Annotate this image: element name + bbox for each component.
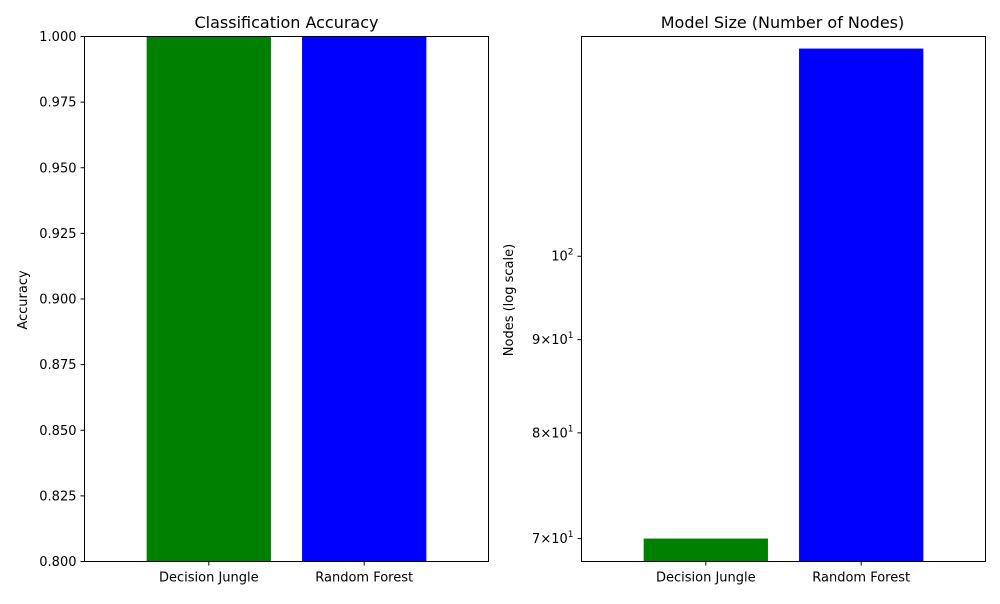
- accuracy-axes-frame: [84, 36, 489, 562]
- accuracy-y-tick-label-3: 0.875: [39, 358, 76, 373]
- model-size-y-tick-base: 10: [551, 426, 568, 441]
- accuracy-y-tick-label-6: 0.950: [39, 161, 76, 176]
- model-size-y-tick-base: 10: [551, 532, 568, 547]
- accuracy-y-tick-label-8: 1.000: [39, 30, 76, 45]
- model-size-y-tick-times: ×: [540, 532, 551, 547]
- accuracy-y-tick-label-2: 0.850: [39, 424, 76, 439]
- model-size-x-tick-label-0: Decision Jungle: [656, 571, 756, 586]
- model-size-y-tick-label-2: 9×101: [532, 331, 573, 348]
- accuracy-y-axis-label: Accuracy: [16, 270, 31, 330]
- accuracy-y-tick-label-4: 0.900: [39, 293, 76, 308]
- model-size-y-tick-exponent: 1: [568, 530, 574, 540]
- model-size-chart-title: Model Size (Number of Nodes): [661, 13, 905, 32]
- model-size-y-tick-label-0: 7×101: [532, 530, 573, 547]
- accuracy-bars: [146, 36, 427, 562]
- model-size-bars: [643, 48, 924, 562]
- accuracy-bar-1: [302, 36, 427, 562]
- model-size-x-tick-label-1: Random Forest: [812, 571, 910, 586]
- accuracy-y-tick-label-5: 0.925: [39, 227, 76, 242]
- model-size-y-tick-base: 10: [551, 333, 568, 348]
- accuracy-x-tick-label-0: Decision Jungle: [159, 571, 259, 586]
- accuracy-x-ticks: Decision Jungle Random Forest: [159, 561, 413, 586]
- accuracy-chart: Classification Accuracy Accuracy 0.8000.…: [16, 13, 489, 586]
- model-size-y-tick-label-1: 8×101: [532, 424, 573, 441]
- model-size-y-tick-label-3: 102: [551, 248, 573, 265]
- accuracy-chart-title: Classification Accuracy: [195, 13, 379, 32]
- model-size-y-tick-exponent: 1: [568, 331, 574, 341]
- model-size-axes-frame: [581, 36, 986, 562]
- accuracy-x-tick-label-1: Random Forest: [315, 571, 413, 586]
- model-size-y-tick-mantissa: 7: [532, 532, 540, 547]
- model-size-y-tick-mantissa: 8: [532, 426, 540, 441]
- model-size-x-ticks: Decision Jungle Random Forest: [656, 561, 910, 586]
- accuracy-y-tick-label-0: 0.800: [39, 555, 76, 570]
- model-size-y-tick-exponent: 1: [568, 424, 574, 434]
- accuracy-y-ticks: 0.800 0.825 0.850 0.875 0.900 0.925 0.950 0.975…: [39, 30, 85, 570]
- model-size-bar-0: [643, 538, 768, 562]
- accuracy-y-tick-label-7: 0.975: [39, 96, 76, 111]
- model-size-y-tick-mantissa: 9: [532, 333, 540, 348]
- model-size-y-tick-times: ×: [540, 426, 551, 441]
- model-size-y-tick-times: ×: [540, 333, 551, 348]
- model-size-chart: Model Size (Number of Nodes) Nodes (log …: [502, 13, 986, 586]
- accuracy-bar-0: [146, 36, 271, 562]
- model-size-y-axis-label: Nodes (log scale): [502, 244, 517, 356]
- model-size-y-tick-exponent: 2: [568, 248, 574, 258]
- model-size-bar-1: [799, 48, 924, 562]
- accuracy-y-tick-label-1: 0.825: [39, 489, 76, 504]
- model-size-y-tick-base: 10: [551, 250, 568, 265]
